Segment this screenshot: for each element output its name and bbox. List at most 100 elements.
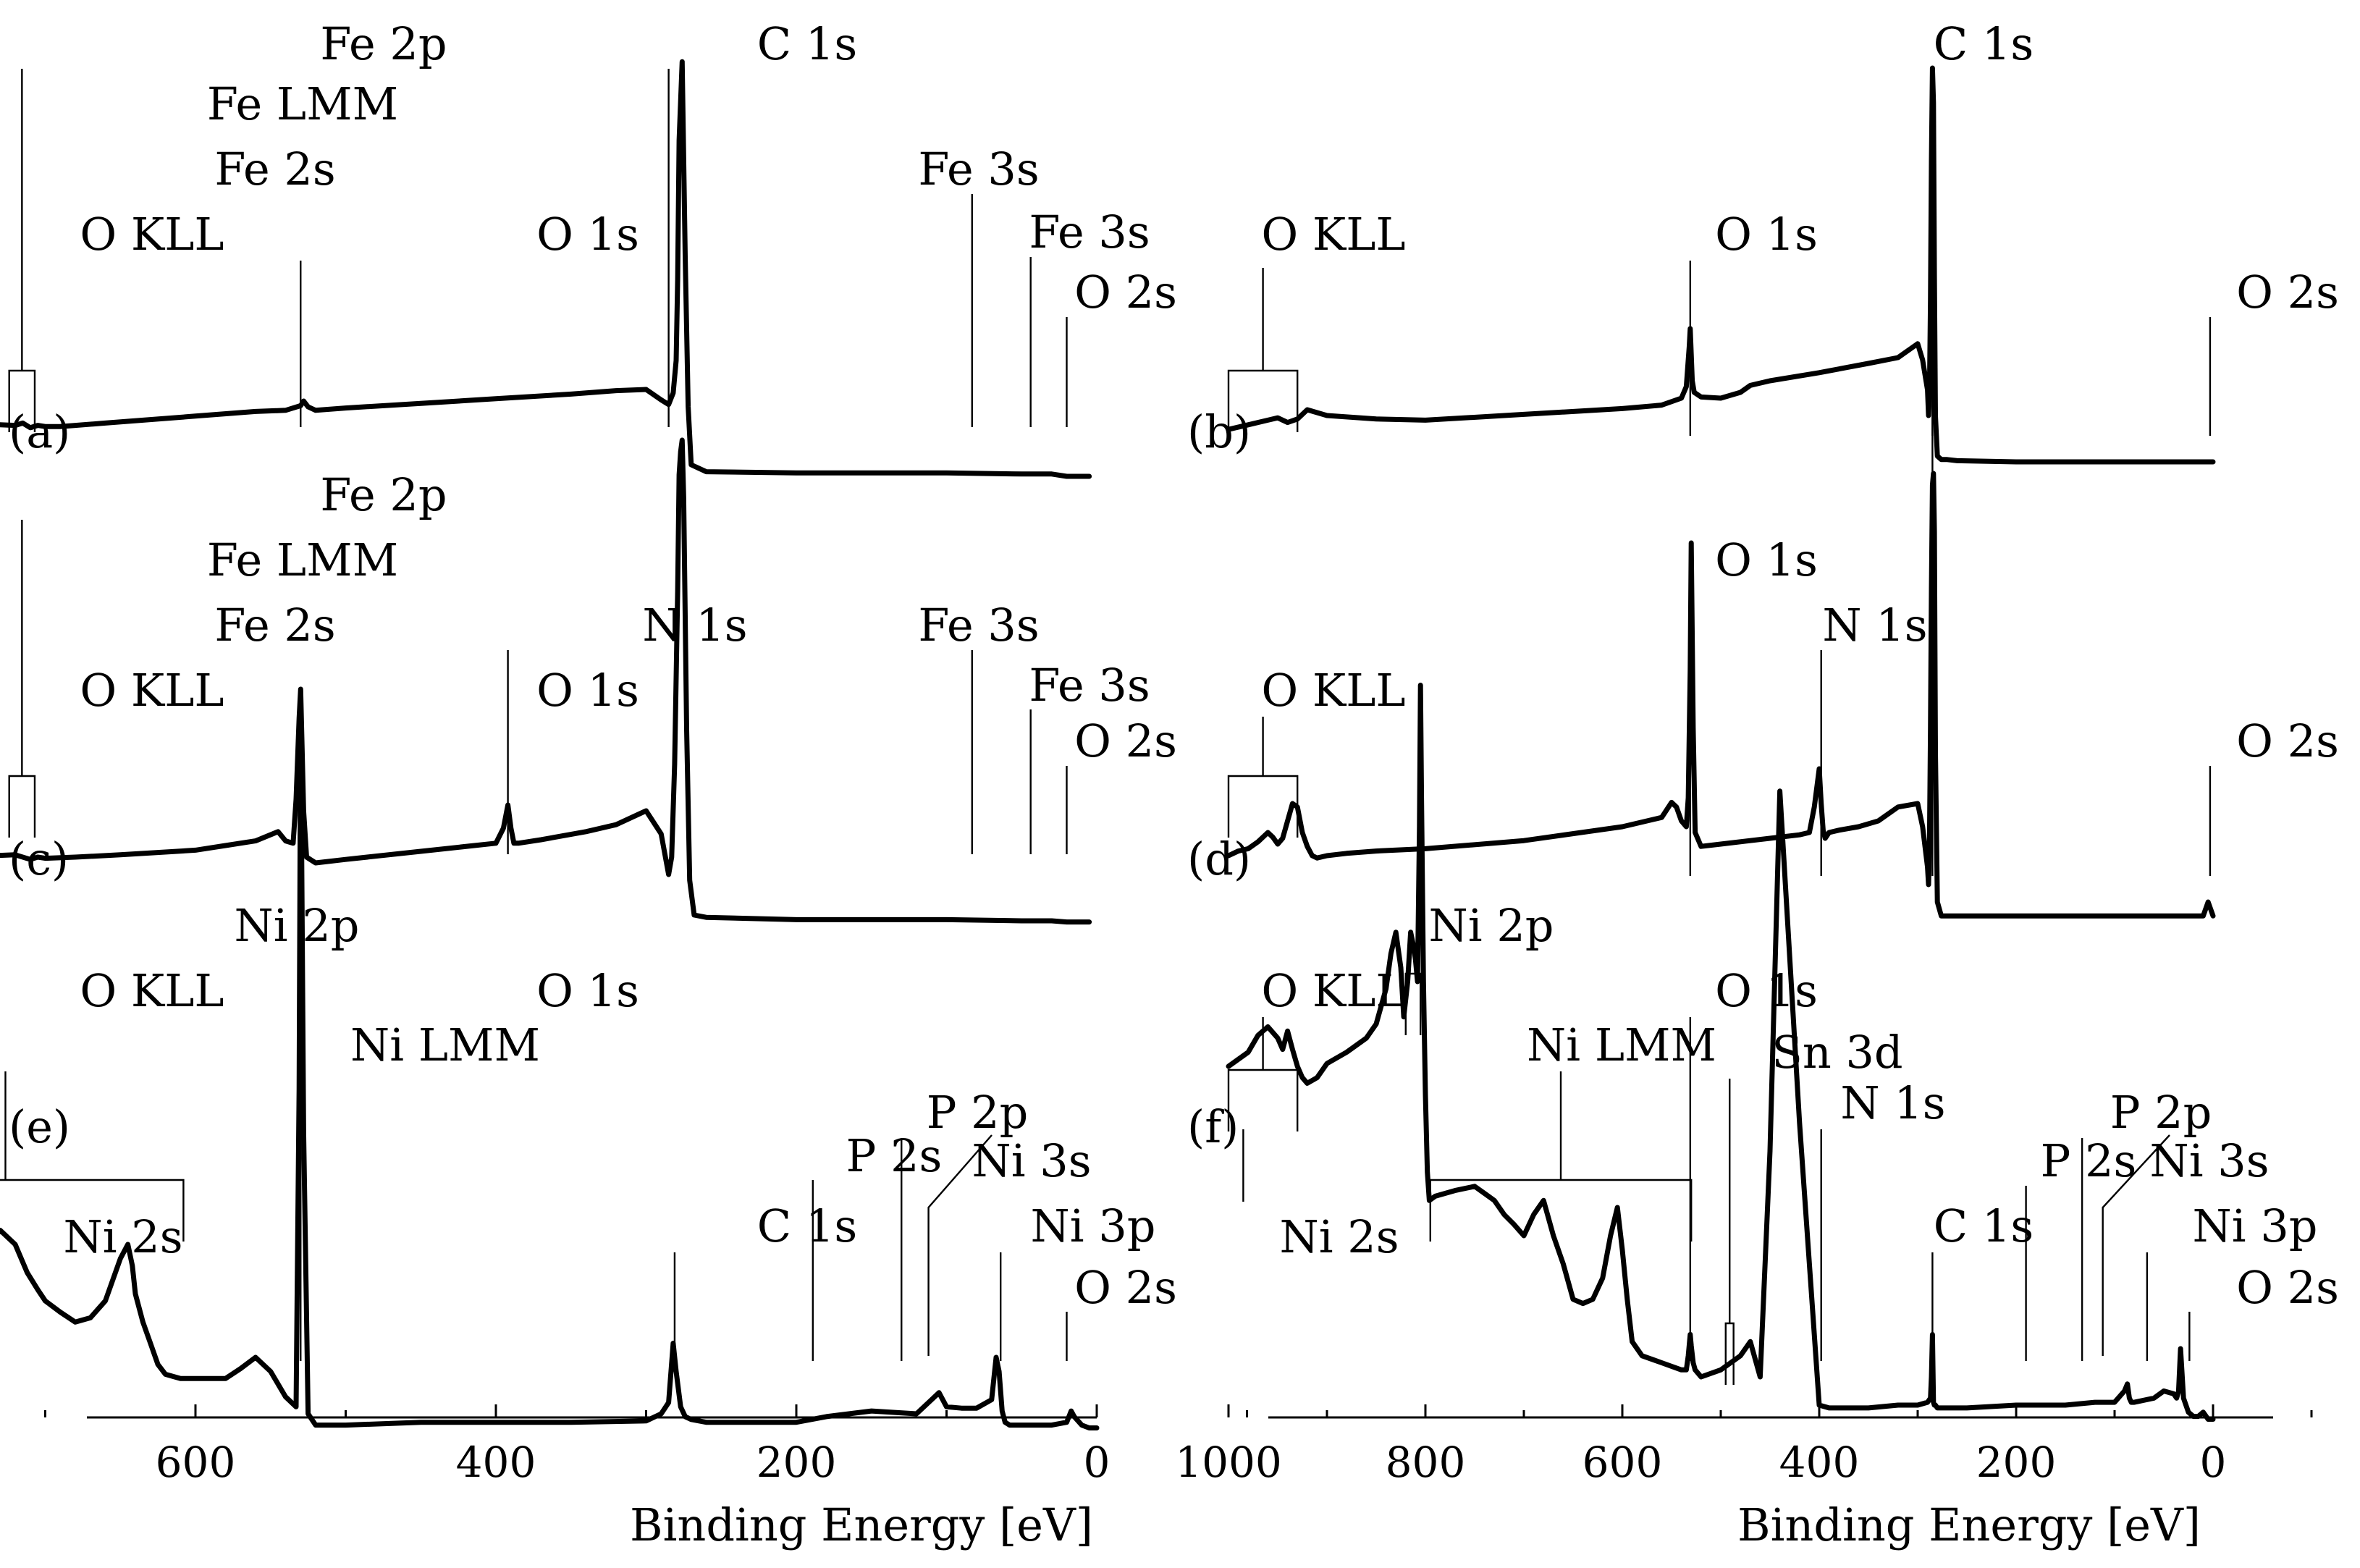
peak-label-text: O 1s xyxy=(536,208,639,261)
tick-label: 1000 xyxy=(1175,1438,1282,1487)
peak-label-c-1s: C 1s xyxy=(1931,17,2034,436)
peak-label-o-1s: O 1s xyxy=(300,664,639,854)
peak-label-text: Ni LMM xyxy=(350,1019,540,1071)
peak-label-fe-3s: Fe 3s xyxy=(918,143,1040,427)
peak-label-n-1s: N 1s xyxy=(1820,599,1928,876)
peak-label-fe-lmm: Fe LMM xyxy=(207,534,398,586)
peak-label-text: O 2s xyxy=(2236,715,2339,767)
peak-label-p-2s: P 2s xyxy=(812,1129,942,1361)
spectra-panels: (a) O KLL Fe 2s Fe LMM Fe 2p O 1s C 1s Fe 3s Fe … xyxy=(0,17,2339,1430)
peak-label-text: O 1s xyxy=(1715,208,1818,261)
tick-label: 0 xyxy=(1084,1438,1111,1487)
peak-label-ni-2p: Ni 2p xyxy=(1404,899,1554,1035)
peak-label-text: Fe 3s xyxy=(918,599,1039,652)
tick-label: 600 xyxy=(1583,1438,1663,1487)
peak-label-text: O 1s xyxy=(1715,964,1818,1017)
peak-label-n-1s: N 1s xyxy=(1820,1076,1946,1361)
peak-label-ni-2p: Ni 2p xyxy=(235,899,360,952)
spectrum-line xyxy=(1226,65,2216,465)
peak-label-o-2s: O 2s xyxy=(2188,1261,2339,1361)
peak-label-o-1s: O 1s xyxy=(300,208,639,427)
bracket xyxy=(1724,1322,1735,1385)
peak-label-text: Fe 2s xyxy=(214,599,335,652)
peak-label-text: O 2s xyxy=(2236,266,2339,319)
peak-label-text: O KLL xyxy=(1261,964,1405,1017)
tick-label: 600 xyxy=(156,1438,236,1487)
peak-label-text: Ni 3p xyxy=(1031,1200,1156,1252)
peak-label-text: O KLL xyxy=(1261,208,1405,261)
left-x-axis-title: Binding Energy [eV] xyxy=(630,1499,1093,1551)
peak-label-text: Ni 2s xyxy=(1279,1210,1399,1263)
peak-label-text: Ni 3s xyxy=(972,1134,1091,1187)
peak-label-o-kll: O KLL xyxy=(80,964,224,1017)
peak-label-text: O KLL xyxy=(80,964,224,1017)
peak-label-text: Ni 3p xyxy=(2193,1200,2318,1252)
panel-label: (b) xyxy=(1187,405,1251,458)
peak-label-text: Ni 2s xyxy=(63,1210,182,1263)
peak-label-text: Fe LMM xyxy=(207,77,398,130)
peak-label-text: O 1s xyxy=(1715,534,1818,586)
peak-label-text: Fe 3s xyxy=(1029,659,1150,712)
right-axis-ticks: 1000 800 600 400 200 0 xyxy=(1175,1404,2313,1487)
peak-label-o-kll: O KLL xyxy=(1227,664,1406,838)
peak-label-text: C 1s xyxy=(757,1200,857,1252)
peak-label-o-kll: O KLL xyxy=(80,208,224,261)
peak-label-o-kll: O KLL xyxy=(1227,964,1406,1131)
panel-label: (a) xyxy=(9,405,70,458)
peak-label-ni-3s: Ni 3s xyxy=(2102,1134,2270,1356)
spectrum-line xyxy=(1226,683,2216,1422)
peak-label-fe-3s: Fe 3s xyxy=(1029,659,1150,854)
peak-label-ni-3p: Ni 3p xyxy=(2146,1200,2318,1361)
peak-label-text: N 1s xyxy=(1840,1076,1945,1129)
peak-label-o-1s: O 1s xyxy=(1689,964,1818,1361)
peak-label-c-1s: C 1s xyxy=(1931,17,2034,876)
right-x-axis-title: Binding Energy [eV] xyxy=(1737,1499,2201,1551)
peak-label-text: Fe 3s xyxy=(918,143,1039,195)
peak-label-text: O KLL xyxy=(80,208,224,261)
panel-a: (a) O KLL Fe 2s Fe LMM Fe 2p O 1s C 1s Fe 3s Fe … xyxy=(0,17,1177,479)
peak-label-text: P 2p xyxy=(927,1086,1029,1139)
peak-label-fe-2s: Fe 2s xyxy=(214,599,335,652)
peak-label-text: C 1s xyxy=(1934,17,2034,70)
panel-label: (f) xyxy=(1187,1100,1239,1153)
peak-label-text: C 1s xyxy=(1934,1200,2034,1252)
tick-label: 800 xyxy=(1386,1438,1466,1487)
peak-label-p-2p: P 2p xyxy=(901,1086,1028,1361)
peak-label-text: C 1s xyxy=(1934,17,2034,70)
tick-label: 0 xyxy=(2200,1438,2227,1487)
peak-label-text: Fe 2p xyxy=(320,468,447,521)
peak-label-text: P 2s xyxy=(2041,1134,2137,1187)
tick-label: 200 xyxy=(1976,1438,2057,1487)
peak-label-o-2s: O 2s xyxy=(1066,266,1177,427)
panel-b: (b) O KLL O 1s C 1s O 2s xyxy=(1187,17,2339,465)
peak-label-fe-2p: Fe 2p xyxy=(8,468,447,838)
peak-label-text: O KLL xyxy=(80,664,224,717)
peak-label-text: P 2p xyxy=(2110,1086,2212,1139)
peak-label-ni-lmm: Ni LMM xyxy=(1429,1019,1716,1242)
peak-label-text: N 1s xyxy=(1822,599,1927,652)
peak-label-text: C 1s xyxy=(757,17,857,70)
peak-label-o-1s: O 1s xyxy=(300,964,639,1361)
peak-label-ni-2s: Ni 2s xyxy=(1242,1129,1399,1263)
peak-label-text: Ni 2p xyxy=(235,899,360,952)
peak-label-o-2s: O 2s xyxy=(1066,1261,1177,1361)
peak-label-text: O 2s xyxy=(1074,715,1177,767)
peak-label-o-2s: O 2s xyxy=(1066,715,1177,854)
peak-label-fe-2p: Fe 2p xyxy=(8,17,447,432)
panel-f: (f) O KLL Ni 2p Ni LMM Ni 2s O 1s Sn 3dN 1s C 1… xyxy=(1187,683,2339,1422)
energy-axes: 1000 800 600 400 200 0 1000 800 600 400 200 0 Bind… xyxy=(44,1404,2313,1551)
peak-label-text: Ni 3s xyxy=(2149,1134,2269,1187)
panel-label: (d) xyxy=(1187,833,1251,885)
tick-label: 400 xyxy=(1779,1438,1860,1487)
peak-label-text: Sn 3d xyxy=(1771,1026,1902,1079)
peak-label-ni-3s: Ni 3s xyxy=(927,1134,1092,1356)
peak-label-o-2s: O 2s xyxy=(2209,266,2339,436)
peak-label-fe-lmm: Fe LMM xyxy=(207,77,398,130)
peak-label-o-kll: O KLL xyxy=(80,664,224,717)
peak-label-o-1s: O 1s xyxy=(1689,208,1818,436)
spectrum-line xyxy=(0,59,1092,479)
peak-label-p-2s: P 2s xyxy=(2025,1134,2137,1361)
